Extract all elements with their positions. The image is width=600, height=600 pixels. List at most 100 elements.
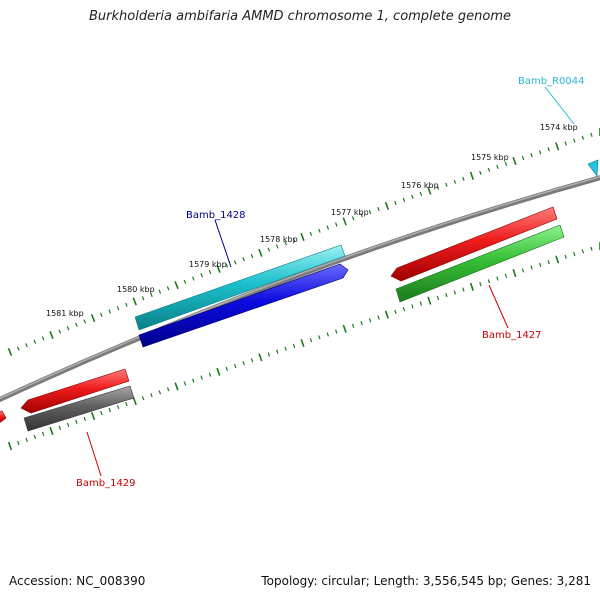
ruler-outer-tick — [469, 171, 474, 180]
ruler-inner-tick — [7, 441, 13, 451]
feature-bamb-1428-cyan[interactable] — [134, 244, 346, 331]
ruler-inner-tick — [250, 358, 254, 363]
ruler-inner-tick — [530, 265, 533, 270]
ruler-outer-tick — [368, 210, 372, 215]
ruler-outer-tick — [292, 238, 296, 243]
ruler-outer-tick — [58, 329, 62, 334]
ruler-inner-tick — [225, 366, 229, 371]
feature-bamb-1427-red[interactable] — [390, 206, 558, 282]
ruler-inner-tick — [411, 304, 414, 309]
ruler-outer-tick — [225, 263, 229, 268]
ruler-inner-tick — [384, 310, 389, 319]
ruler-inner-tick — [555, 255, 560, 264]
gene-label-bamb-1429[interactable]: Bamb_1429 — [76, 478, 136, 489]
feature-bamb-r0044-cyan-arrow[interactable] — [587, 159, 599, 177]
ruler-inner-tick — [183, 381, 187, 386]
ruler-outer-tick — [75, 322, 78, 327]
ruler-inner-tick — [90, 411, 96, 420]
accession-text: Accession: NC_008390 — [9, 574, 146, 588]
kbp-label-1581: 1581 kbp — [46, 309, 84, 318]
ruler-track-outer — [7, 128, 600, 357]
leader-line-bamb-1427 — [488, 284, 509, 329]
ruler-inner-tick — [419, 301, 423, 306]
feature-bamb-1428-blue[interactable] — [138, 263, 349, 348]
ruler-outer-tick — [360, 213, 363, 218]
ruler-outer-tick — [326, 225, 330, 230]
gene-label-bamb-1428[interactable]: Bamb_1428 — [186, 210, 246, 221]
ruler-outer-tick — [16, 346, 20, 351]
ruler-outer-tick — [411, 194, 414, 199]
ruler-outer-tick — [590, 132, 593, 137]
ruler-outer-tick — [487, 167, 491, 172]
ruler-inner-tick — [267, 352, 271, 357]
ruler-outer-tick — [377, 206, 380, 212]
ruler-inner-tick — [487, 279, 491, 284]
ruler-outer-tick — [394, 200, 397, 205]
leader-line-bamb-1428 — [214, 219, 232, 268]
ruler-outer-tick — [284, 241, 287, 246]
ruler-inner-tick — [335, 329, 338, 334]
ruler-outer-tick — [581, 135, 585, 140]
ruler-outer-tick — [384, 201, 390, 210]
ruler-outer-tick — [25, 343, 28, 348]
ruler-outer-tick — [83, 319, 87, 324]
ruler-inner-tick — [309, 338, 313, 343]
ruler-outer-tick — [41, 336, 45, 341]
ruler-inner-tick — [377, 315, 380, 320]
ruler-outer-tick — [427, 186, 432, 195]
chromosome-backbone-highlight — [0, 175, 600, 400]
gene-label-bamb-1427[interactable]: Bamb_1427 — [482, 330, 542, 341]
ruler-inner-tick — [318, 335, 321, 340]
ruler-inner-tick — [581, 249, 585, 254]
ruler-outer-tick — [116, 306, 120, 311]
ruler-outer-tick — [504, 161, 508, 166]
ruler-inner-tick — [41, 431, 45, 437]
ruler-outer-tick — [275, 244, 279, 249]
ruler-inner-tick — [150, 393, 153, 398]
ruler-outer-tick — [351, 216, 355, 221]
ruler-inner-tick — [427, 296, 432, 305]
ruler-inner-tick — [512, 269, 517, 278]
kbp-label-1579: 1579 kbp — [189, 260, 227, 269]
ruler-inner-tick — [590, 246, 593, 251]
ruler-outer-tick — [453, 179, 457, 184]
ruler-inner-tick — [360, 321, 363, 326]
ruler-inner-tick — [394, 309, 397, 314]
leader-line-bamb-r0044 — [544, 86, 575, 125]
feature-left-edge-red[interactable] — [0, 410, 7, 424]
kbp-label-1575: 1575 kbp — [471, 153, 509, 162]
ruler-outer-tick — [174, 281, 179, 290]
ruler-outer-tick — [445, 182, 448, 187]
ruler-inner-tick — [462, 287, 465, 292]
ruler-inner-tick — [292, 343, 296, 348]
ruler-outer-tick — [258, 248, 263, 257]
ruler-outer-tick — [479, 170, 482, 175]
gene-label-bamb-r0044[interactable]: Bamb_R0044 — [518, 76, 584, 87]
ruler-inner-tick — [125, 401, 128, 407]
ruler-inner-tick — [192, 378, 195, 383]
kbp-label-1580: 1580 kbp — [117, 285, 155, 294]
ruler-inner-tick — [58, 425, 62, 431]
ruler-inner-tick — [242, 360, 245, 366]
ruler-outer-tick — [108, 309, 112, 314]
ruler-inner-tick — [496, 276, 499, 281]
ruler-outer-tick — [242, 257, 245, 262]
ruler-inner-tick — [108, 407, 111, 413]
ruler-inner-tick — [75, 419, 78, 425]
ruler-inner-tick — [453, 290, 457, 295]
page-title: Burkholderia ambifaria AMMD chromosome 1… — [88, 9, 512, 24]
feature-bamb-1429-red[interactable] — [20, 368, 130, 414]
chromosome-backbone — [0, 175, 600, 403]
ruler-outer-tick — [547, 147, 550, 152]
ruler-inner-tick — [479, 282, 482, 287]
ruler-outer-tick — [564, 141, 567, 146]
ruler-inner-tick — [208, 372, 212, 377]
ruler-outer-tick — [166, 286, 170, 291]
feature-bamb-1429-gray[interactable] — [23, 385, 135, 432]
ruler-inner-tick — [402, 307, 406, 312]
ruler-outer-tick — [300, 233, 305, 241]
ruler-outer-tick — [267, 247, 271, 252]
ruler-inner-tick — [300, 338, 305, 348]
feature-bamb-1427-green[interactable] — [395, 224, 565, 303]
